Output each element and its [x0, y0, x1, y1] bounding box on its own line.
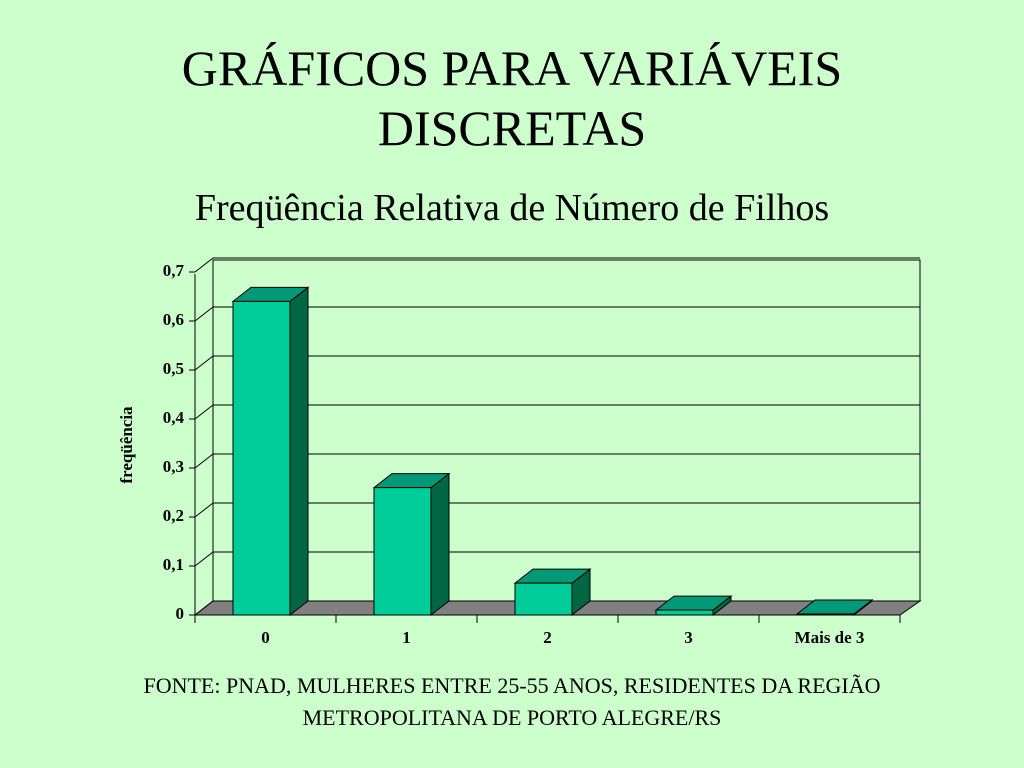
bar	[655, 609, 714, 616]
back-wall	[212, 259, 921, 602]
wall-diagonal	[194, 551, 214, 567]
wall-diagonal	[194, 404, 214, 420]
bar	[796, 613, 855, 616]
y-tick-label: 0,7	[163, 261, 185, 280]
wall-diagonal	[194, 453, 214, 469]
y-tick-label: 0,6	[163, 310, 184, 329]
wall-diagonal	[194, 600, 214, 616]
x-tick-label: 2	[543, 628, 552, 647]
y-tick-label: 0,5	[163, 359, 184, 378]
x-tick-label: 0	[261, 628, 270, 647]
x-tick-label: Mais de 3	[795, 628, 865, 647]
x-tick-label: 3	[684, 628, 693, 647]
y-tick-label: 0,3	[163, 457, 184, 476]
wall-diagonal	[194, 502, 214, 518]
bar-side	[430, 472, 450, 617]
wall-diagonal	[194, 355, 214, 371]
slide-title: GRÁFICOS PARA VARIÁVEIS DISCRETAS	[181, 40, 843, 156]
bar	[373, 487, 432, 616]
chart-subtitle: Freqüência Relativa de Número de Filhos	[194, 187, 830, 229]
y-tick-label: 0,4	[163, 408, 185, 427]
x-tick-label: 1	[402, 628, 411, 647]
chart: freqüência 0 0,1 0,2 0,3 0,4 0,5 0,6 0,7 0 1 2 3 Mai…	[117, 257, 922, 647]
bar-side	[289, 286, 309, 617]
wall-diagonal	[194, 257, 214, 273]
source-note: FONTE: PNAD, MULHERES ENTRE 25-55 ANOS, …	[143, 673, 881, 730]
bar	[514, 582, 573, 616]
bar	[232, 300, 291, 616]
y-axis-title: freqüência	[117, 406, 136, 484]
y-tick-label: 0,1	[163, 555, 184, 574]
y-tick-label: 0	[176, 604, 185, 623]
wall-diagonal	[194, 306, 214, 322]
y-tick-label: 0,2	[163, 506, 184, 525]
